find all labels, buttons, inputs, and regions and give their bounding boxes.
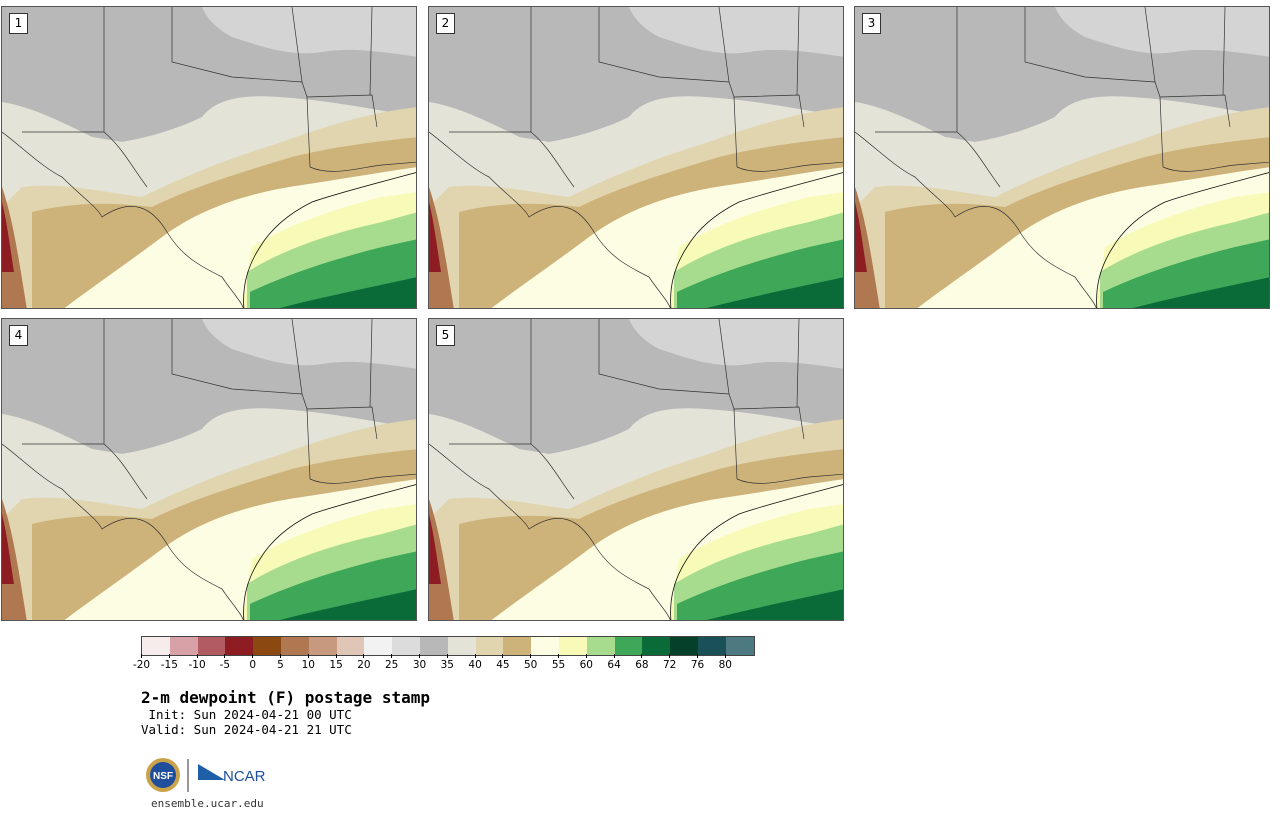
colorbar-tick-label: 64 xyxy=(607,659,621,671)
colorbar-tick xyxy=(335,654,337,658)
colorbar-tick-label: 25 xyxy=(385,659,399,671)
colorbar-cell xyxy=(280,637,309,655)
colorbar-cell xyxy=(558,637,587,655)
colorbar-cell xyxy=(642,637,671,655)
colorbar-tick-label: 72 xyxy=(663,659,677,671)
map-panel-3: 3 xyxy=(854,6,1270,309)
colorbar-cell xyxy=(475,637,504,655)
colorbar xyxy=(141,636,755,656)
colorbar-cell xyxy=(503,637,532,655)
colorbar-cell xyxy=(614,637,643,655)
colorbar-tick xyxy=(141,654,142,658)
colorbar-cell xyxy=(253,637,281,655)
colorbar-cell xyxy=(725,637,754,655)
nsf-seal-icon: NSF xyxy=(146,758,180,792)
map-panel-5: 5 xyxy=(428,318,844,621)
colorbar-cell xyxy=(447,637,476,655)
map-4 xyxy=(2,319,416,620)
colorbar-ticks: -20 -15 -10 -5 0 5 10 15 20 25 30 35 40 45 50 55 60 64 68 7… xyxy=(133,654,761,674)
map-2 xyxy=(429,7,843,308)
colorbar-tick xyxy=(585,654,587,658)
colorbar-cell xyxy=(225,637,254,655)
colorbar-cell xyxy=(197,637,226,655)
panel-number-4: 4 xyxy=(9,325,28,346)
colorbar-tick-label: -15 xyxy=(160,659,178,671)
colorbar-tick-label: -20 xyxy=(132,659,151,671)
footer-url[interactable]: ensemble.ucar.edu xyxy=(151,797,264,810)
colorbar-tick xyxy=(724,654,726,658)
colorbar-tick-label: 20 xyxy=(357,659,371,671)
colorbar-cell xyxy=(586,637,615,655)
colorbar-tick xyxy=(224,654,226,658)
colorbar-tick-label: 10 xyxy=(301,659,315,671)
map-panel-1: 1 xyxy=(1,6,417,309)
colorbar-tick-label: 50 xyxy=(524,659,538,671)
colorbar-tick xyxy=(613,654,615,658)
valid-time: Valid: Sun 2024-04-21 21 UTC xyxy=(141,722,352,737)
ncar-logo-text: NCAR xyxy=(223,768,266,785)
colorbar-cell xyxy=(336,637,365,655)
colorbar-tick xyxy=(474,654,476,658)
colorbar-tick xyxy=(252,654,254,658)
colorbar-cell xyxy=(308,637,337,655)
colorbar-cell xyxy=(670,637,698,655)
colorbar-tick xyxy=(168,654,170,658)
colorbar-tick-label: -5 xyxy=(219,659,231,671)
colorbar-tick xyxy=(391,654,393,658)
colorbar-tick xyxy=(558,654,559,658)
colorbar-tick xyxy=(419,654,420,658)
map-panel-2: 2 xyxy=(428,6,844,309)
colorbar-tick-label: 35 xyxy=(440,659,454,671)
colorbar-tick xyxy=(446,654,448,658)
colorbar-cell xyxy=(697,637,726,655)
colorbar-tick-label: 80 xyxy=(718,659,732,671)
colorbar-cell xyxy=(364,637,393,655)
chart-title: 2-m dewpoint (F) postage stamp xyxy=(141,688,430,707)
colorbar-tick-label: 60 xyxy=(579,659,593,671)
colorbar-cell xyxy=(419,637,448,655)
map-panel-4: 4 xyxy=(1,318,417,621)
panel-number-2: 2 xyxy=(436,13,455,34)
panel-number-3: 3 xyxy=(862,13,881,34)
init-time: Init: Sun 2024-04-21 00 UTC xyxy=(141,707,352,722)
colorbar-tick-label: 76 xyxy=(690,659,705,671)
colorbar-cell xyxy=(142,637,170,655)
colorbar-tick-label: -10 xyxy=(188,659,206,671)
colorbar-tick-label: 68 xyxy=(635,659,649,671)
colorbar-cell xyxy=(169,637,198,655)
panel-number-1: 1 xyxy=(9,13,28,34)
colorbar-tick-label: 0 xyxy=(249,659,257,671)
colorbar-tick xyxy=(363,654,365,658)
colorbar-tick xyxy=(196,654,198,658)
colorbar-cell xyxy=(531,637,559,655)
colorbar-tick-label: 15 xyxy=(329,659,343,671)
nsf-logo-text: NSF xyxy=(153,771,173,782)
colorbar-tick-label: 45 xyxy=(496,659,510,671)
colorbar-tick xyxy=(641,654,643,658)
map-1 xyxy=(2,7,416,308)
colorbar-tick xyxy=(530,654,532,658)
colorbar-tick xyxy=(307,654,309,658)
colorbar-cell xyxy=(392,637,420,655)
colorbar-tick-label: 5 xyxy=(277,659,284,671)
ncar-logo-icon: NCAR xyxy=(198,764,266,785)
map-5 xyxy=(429,319,843,620)
colorbar-tick-label: 30 xyxy=(412,659,427,671)
map-3 xyxy=(855,7,1269,308)
colorbar-tick xyxy=(502,654,504,658)
colorbar-tick xyxy=(669,654,671,658)
colorbar-tick xyxy=(280,654,281,658)
panel-number-5: 5 xyxy=(436,325,455,346)
logos: NSF NCAR xyxy=(145,756,275,794)
colorbar-tick-label: 55 xyxy=(551,659,566,671)
colorbar-tick-label: 40 xyxy=(468,659,482,671)
colorbar-tick xyxy=(697,654,698,658)
